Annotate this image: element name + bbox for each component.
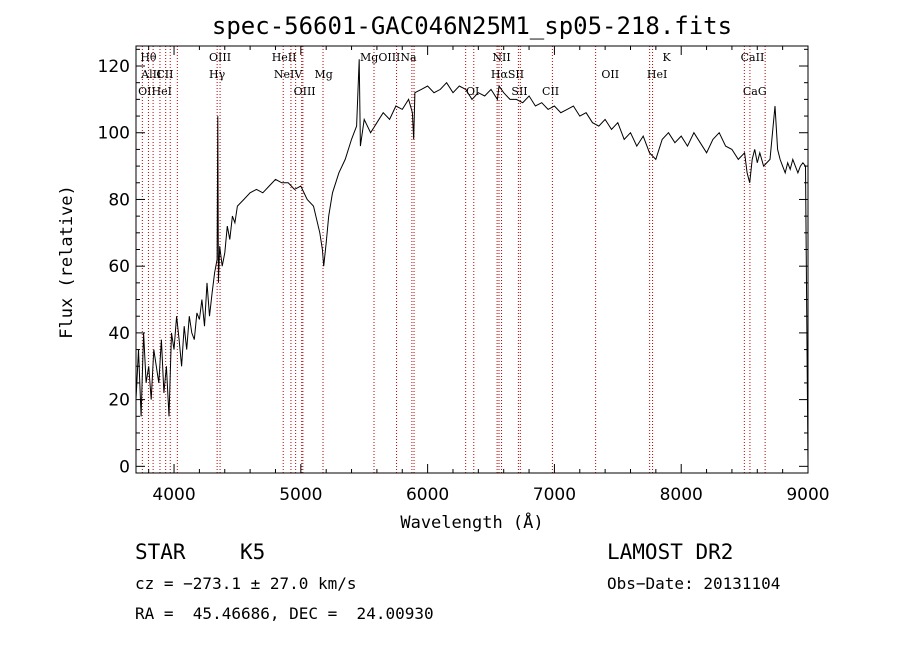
x-tick-label: 6000 bbox=[406, 485, 449, 505]
plot-frame bbox=[135, 45, 809, 474]
emission-line-label: OIII bbox=[294, 85, 316, 98]
y-tick-label: 80 bbox=[108, 190, 130, 210]
emission-line-label: Hθ bbox=[140, 51, 157, 64]
emission-line-label: OIII bbox=[209, 51, 231, 64]
emission-line-label: MgOIIINa bbox=[360, 51, 417, 64]
x-tick-label: 7000 bbox=[533, 485, 576, 505]
emission-line-label: Hγ bbox=[209, 68, 226, 81]
y-tick-label: 40 bbox=[108, 324, 130, 344]
emission-line-label: CaII bbox=[741, 51, 765, 64]
emission-line-label: AlII bbox=[140, 68, 161, 81]
emission-line-label: HeII bbox=[272, 51, 297, 64]
emission-line-label: NeIV bbox=[274, 68, 303, 81]
x-tick-label: 9000 bbox=[786, 485, 829, 505]
emission-line-label: HeI bbox=[647, 68, 667, 81]
object-class: STAR bbox=[135, 540, 186, 564]
x-tick-label: 4000 bbox=[152, 485, 195, 505]
emission-line-label: NII bbox=[492, 51, 510, 64]
y-tick-label: 100 bbox=[98, 124, 130, 144]
sky-coordinates: RA = 45.46686, DEC = 24.00930 bbox=[135, 604, 434, 623]
y-tick-label: 120 bbox=[98, 57, 130, 77]
emission-line-label: SII bbox=[511, 85, 527, 98]
emission-line-label: OI bbox=[466, 85, 479, 98]
y-axis-label: Flux (relative) bbox=[57, 185, 77, 339]
emission-line-label: CII bbox=[542, 85, 559, 98]
survey-name: LAMOST DR2 bbox=[607, 540, 734, 564]
emission-line-label: Mg bbox=[314, 68, 332, 81]
x-axis-label: Wavelength (Å) bbox=[400, 511, 543, 533]
chart-title: spec-56601-GAC046N25M1_sp05-218.fits bbox=[212, 12, 732, 40]
y-axis-ticks: 0 20 40 60 80 100 120 bbox=[98, 48, 808, 477]
y-tick-label: 20 bbox=[108, 391, 130, 411]
x-axis-ticks: 4000 5000 6000 7000 8000 9000 bbox=[148, 46, 830, 505]
y-tick-label: 60 bbox=[108, 257, 130, 277]
object-subclass: K5 bbox=[240, 540, 266, 564]
x-tick-label: 8000 bbox=[660, 485, 703, 505]
x-tick-label: 5000 bbox=[279, 485, 322, 505]
redshift-velocity: cz = −273.1 ± 27.0 km/s bbox=[135, 574, 357, 593]
emission-line-label: CII bbox=[156, 68, 173, 81]
emission-line-markers bbox=[141, 46, 766, 473]
emission-line-label: K bbox=[663, 51, 672, 64]
observation-date: Obs−Date: 20131104 bbox=[607, 574, 781, 593]
y-tick-label: 0 bbox=[119, 457, 130, 477]
emission-line-label: HαSII bbox=[491, 68, 524, 81]
emission-line-label: OII bbox=[601, 68, 619, 81]
emission-line-label: OIHeI bbox=[138, 85, 172, 98]
emission-line-label: CaG bbox=[743, 85, 767, 98]
spectrum-series bbox=[135, 59, 809, 467]
spectrum-line bbox=[135, 59, 809, 467]
